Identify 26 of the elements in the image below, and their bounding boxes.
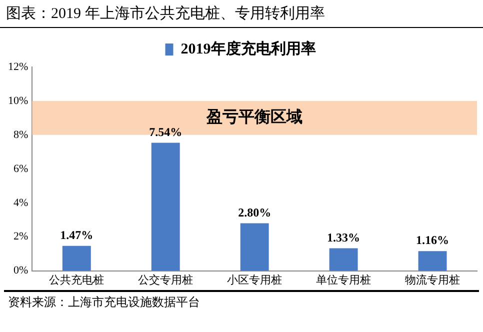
bar — [151, 142, 180, 271]
x-tick-label: 物流专用桩 — [405, 273, 460, 286]
data-label: 1.47% — [60, 228, 94, 242]
legend-label: 2019年度充电利用率 — [180, 39, 316, 58]
x-tick-label: 小区专用桩 — [227, 273, 282, 286]
data-label: 2.80% — [238, 205, 272, 220]
x-tick-label: 公交专用桩 — [138, 273, 194, 286]
bar — [62, 246, 91, 271]
y-tick-label: 8% — [13, 128, 28, 141]
data-label: 1.33% — [327, 230, 360, 244]
y-tick-label: 12% — [8, 60, 28, 73]
data-label: 1.16% — [416, 233, 450, 248]
x-tick-label: 单位专用桩 — [316, 273, 372, 286]
x-tick-label: 公共充电桩 — [49, 273, 104, 286]
bar — [329, 248, 358, 271]
data-label: 7.54% — [149, 124, 182, 139]
y-tick-label: 0% — [13, 264, 28, 277]
y-tick-label: 2% — [13, 230, 28, 243]
y-tick-label: 10% — [8, 94, 28, 107]
bar — [240, 223, 269, 271]
y-tick-label: 6% — [13, 162, 28, 175]
band-label: 盈亏平衡区域 — [206, 108, 303, 126]
chart-title: 图表：2019 年上海市公共充电桩、专用转利用率 — [0, 0, 483, 28]
text: 资料来源：上海市充电设施数据平台 — [4, 290, 479, 312]
bar — [418, 251, 447, 271]
y-tick-label: 4% — [13, 196, 28, 209]
